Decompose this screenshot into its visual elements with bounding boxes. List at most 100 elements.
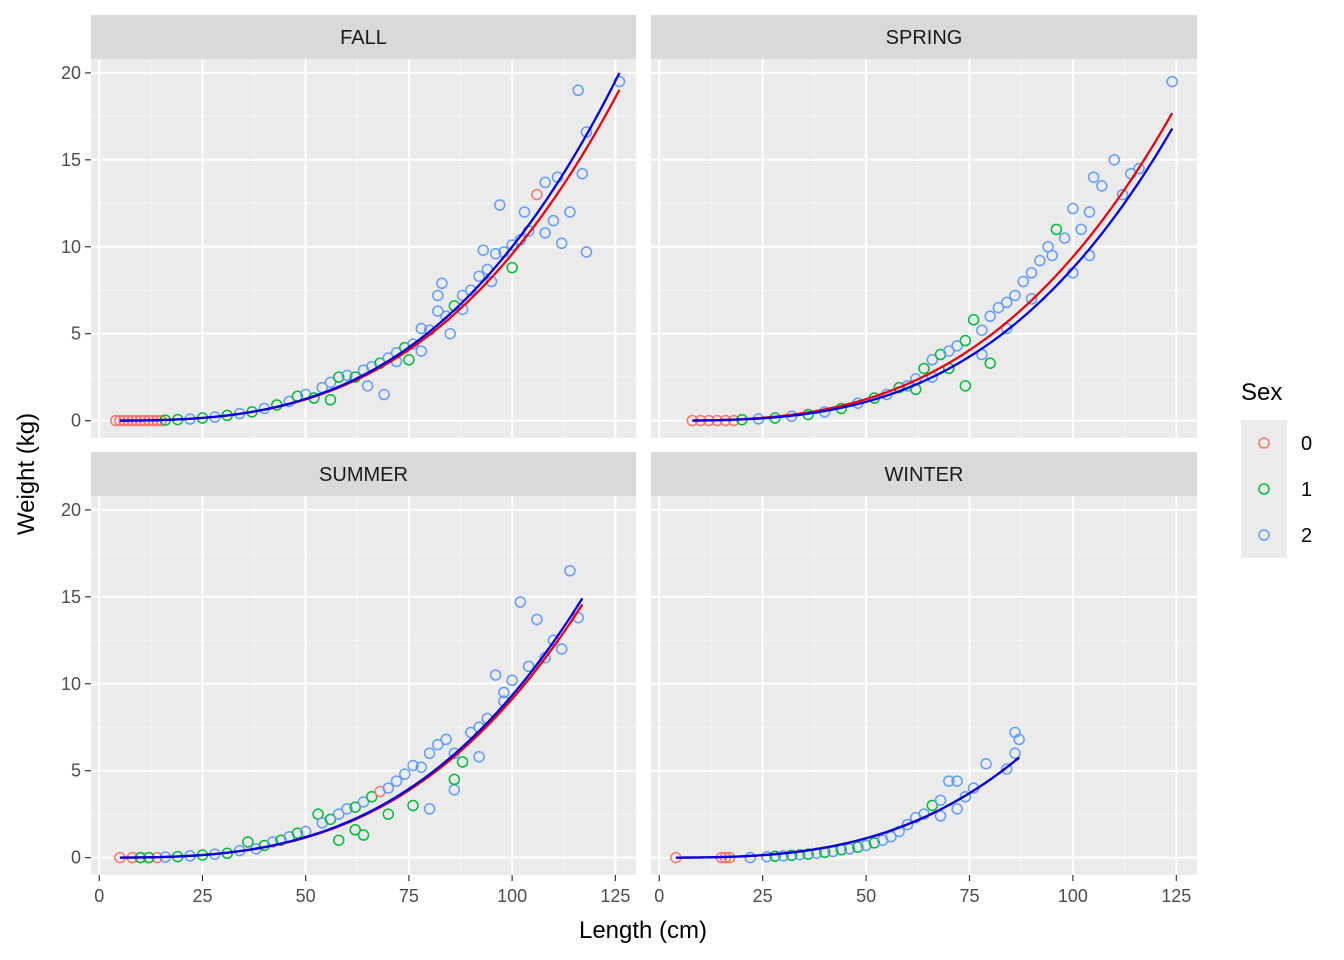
data-point xyxy=(926,799,939,812)
legend-symbol-0 xyxy=(1258,437,1270,449)
fit-line-blue xyxy=(119,72,621,422)
data-point xyxy=(1025,267,1038,279)
fit-line-blue xyxy=(119,597,584,859)
data-point xyxy=(564,565,576,577)
data-point xyxy=(1067,202,1079,215)
data-point xyxy=(959,791,972,803)
data-point xyxy=(1009,289,1021,302)
x-axis-title: Length (cm) xyxy=(579,917,707,944)
data-point xyxy=(341,803,353,815)
data-point xyxy=(555,643,568,655)
data-point xyxy=(436,277,448,290)
data-point xyxy=(572,84,584,97)
data-point xyxy=(456,303,469,316)
panel-background xyxy=(91,59,636,438)
data-point xyxy=(1058,232,1071,244)
data-point xyxy=(456,756,469,768)
data-point xyxy=(266,836,279,848)
data-point xyxy=(761,850,773,863)
y-tick-label: 10 xyxy=(61,237,81,257)
data-point xyxy=(1025,293,1038,305)
x-tick-label: 0 xyxy=(94,886,104,906)
legend-key-1 xyxy=(1241,466,1287,512)
data-point xyxy=(465,726,477,739)
data-point xyxy=(580,246,593,258)
data-point xyxy=(332,371,345,383)
data-point xyxy=(382,808,395,820)
x-tick-label: 75 xyxy=(399,886,419,906)
data-point xyxy=(785,849,798,862)
data-point xyxy=(506,674,518,687)
data-point xyxy=(901,818,914,831)
data-point xyxy=(514,596,527,608)
facet-strip xyxy=(651,452,1197,496)
y-tick-label: 5 xyxy=(71,324,81,344)
data-point xyxy=(539,227,551,239)
data-point xyxy=(456,289,469,302)
data-point xyxy=(984,310,996,323)
data-point xyxy=(959,334,972,347)
data-point xyxy=(324,376,337,389)
x-tick-label: 0 xyxy=(654,886,664,906)
x-tick-label: 50 xyxy=(296,886,316,906)
data-point xyxy=(357,796,370,808)
legend-symbol-2 xyxy=(1258,529,1270,541)
data-point xyxy=(415,322,428,335)
facet-panel-spring: SPRING xyxy=(651,15,1197,438)
legend-title: Sex xyxy=(1241,379,1282,406)
x-tick-label: 100 xyxy=(1058,886,1088,906)
data-point xyxy=(860,839,872,852)
x-tick-label: 100 xyxy=(497,886,527,906)
data-point xyxy=(432,289,444,302)
data-point xyxy=(357,829,370,841)
data-point xyxy=(868,837,881,849)
panel-background xyxy=(651,59,1197,438)
data-point xyxy=(361,380,374,392)
data-point xyxy=(1009,747,1021,760)
data-point xyxy=(1075,223,1087,236)
data-point xyxy=(440,733,452,746)
data-point xyxy=(407,799,419,812)
facet-strip-label: FALL xyxy=(340,27,387,49)
legend-label-0: 0 xyxy=(1301,433,1312,455)
data-point xyxy=(1000,763,1013,775)
fit-line-blue xyxy=(675,756,1020,859)
data-point xyxy=(1034,254,1046,267)
data-point xyxy=(349,801,361,813)
facet-panel-summer: SUMMER 0 5 10 15 20 0 25 50 75 100 125 xyxy=(61,452,636,906)
data-point xyxy=(1000,296,1013,309)
data-point xyxy=(531,613,543,626)
x-tick-label: 125 xyxy=(600,886,630,906)
facet-panel-winter: WINTER 0 25 50 75 100 125 xyxy=(651,452,1197,906)
data-point xyxy=(1083,206,1096,218)
data-point xyxy=(399,768,411,780)
data-point xyxy=(378,388,390,401)
data-point xyxy=(943,775,955,787)
data-point xyxy=(473,270,485,283)
data-point xyxy=(1050,223,1063,236)
legend-key-2 xyxy=(1241,512,1287,558)
facet-strip-label: WINTER xyxy=(885,464,964,486)
panel-background xyxy=(91,496,636,875)
data-point xyxy=(477,244,489,256)
data-point xyxy=(448,773,461,786)
legend-key-0 xyxy=(1241,420,1287,466)
data-point xyxy=(390,775,403,787)
data-point xyxy=(432,738,444,751)
data-point xyxy=(951,775,963,787)
data-point xyxy=(539,176,551,189)
data-point xyxy=(794,848,806,861)
data-point xyxy=(951,803,963,815)
facet-strip xyxy=(91,452,636,496)
data-point xyxy=(918,362,930,375)
x-tick-label: 25 xyxy=(753,886,773,906)
data-point xyxy=(980,757,992,770)
facet-strip-label: SPRING xyxy=(886,27,963,49)
data-point xyxy=(1116,188,1129,201)
data-point xyxy=(555,237,568,250)
data-point xyxy=(1087,171,1100,183)
y-tick-label: 0 xyxy=(71,411,81,431)
data-point xyxy=(332,834,345,846)
data-point xyxy=(498,686,510,699)
